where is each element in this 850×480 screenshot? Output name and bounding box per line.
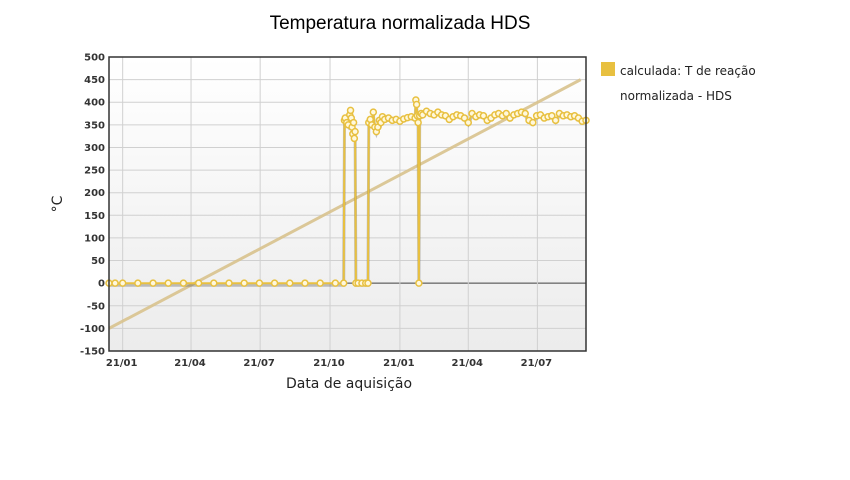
legend-label-line2: normalizada - HDS	[620, 89, 732, 103]
data-point	[521, 109, 529, 118]
data-point	[255, 279, 264, 287]
y-tick-label: 150	[84, 211, 105, 222]
data-point	[364, 279, 372, 287]
legend-swatch	[601, 62, 615, 76]
y-tick-label: 250	[84, 166, 105, 177]
x-tick-label: 21/01	[383, 358, 415, 369]
data-point	[346, 106, 355, 115]
x-tick-label: 21/07	[521, 358, 553, 369]
x-tick-label: 21/04	[452, 358, 484, 369]
chart-title: Temperatura normalizada HDS	[270, 13, 531, 34]
data-point	[149, 279, 157, 287]
data-point	[210, 279, 218, 287]
y-tick-label: -150	[80, 347, 105, 358]
data-point	[270, 279, 279, 287]
data-point	[479, 112, 488, 120]
data-point	[240, 279, 248, 287]
data-point	[551, 116, 560, 125]
x-tick-label: 21/01	[106, 358, 138, 369]
y-axis-ticks: -150 -100 -50 0 50 100 150 200 250 300 350 400 450 50…	[80, 53, 105, 358]
data-point	[502, 109, 510, 118]
y-tick-label: 450	[84, 75, 105, 86]
data-point	[548, 112, 556, 120]
plot-border	[108, 56, 587, 352]
data-point	[460, 114, 469, 122]
data-point	[164, 279, 172, 287]
data-point	[351, 127, 359, 136]
y-tick-label: 500	[84, 53, 105, 64]
data-point	[464, 118, 473, 127]
x-axis-label: Data de aquisição	[286, 376, 412, 392]
y-tick-label: 350	[84, 120, 105, 131]
data-point	[350, 134, 359, 143]
legend: calculada: T de reação normalizada - HDS	[601, 62, 760, 103]
y-axis-label: °C	[50, 195, 66, 212]
y-tick-label: -100	[80, 324, 105, 335]
data-point	[529, 118, 537, 127]
y-tick-label: 300	[84, 143, 105, 154]
data-point	[412, 100, 421, 109]
y-tick-label: 400	[84, 98, 105, 109]
data-point	[286, 279, 294, 287]
data-point	[194, 279, 203, 287]
data-point	[111, 279, 119, 287]
data-point	[316, 279, 324, 287]
data-point	[118, 279, 127, 287]
y-tick-label: 200	[84, 188, 105, 199]
x-axis-ticks: 21/01 21/04 21/07 21/10 21/01 21/04 21/07	[106, 358, 552, 369]
data-point	[339, 279, 348, 287]
data-point	[301, 279, 309, 287]
y-tick-label: 50	[91, 256, 105, 267]
legend-label: calculada: T de reação normalizada - HDS	[620, 64, 760, 103]
data-point	[179, 279, 188, 287]
data-point	[349, 118, 358, 127]
x-tick-label: 21/07	[243, 358, 275, 369]
legend-label-line1: calculada: T de reação	[620, 64, 756, 78]
data-point	[415, 279, 423, 287]
data-point	[134, 279, 142, 287]
data-point	[225, 279, 233, 287]
series-group	[105, 96, 590, 287]
x-tick-label: 21/04	[174, 358, 206, 369]
data-point	[369, 108, 378, 116]
y-tick-label: -50	[87, 301, 105, 312]
y-tick-label: 100	[84, 233, 105, 244]
data-point	[331, 279, 340, 287]
y-tick-label: 0	[98, 279, 105, 290]
x-tick-label: 21/10	[313, 358, 345, 369]
data-point	[414, 118, 422, 127]
